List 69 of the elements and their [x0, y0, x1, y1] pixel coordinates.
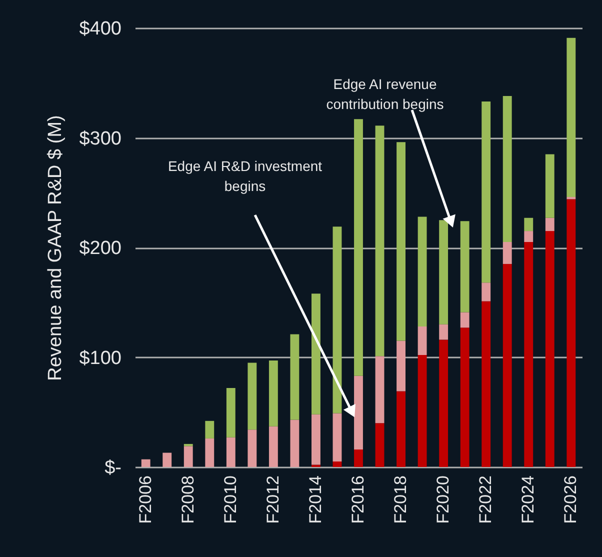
- x-tick-label: F2014: [306, 476, 325, 524]
- x-tick-label: F2008: [178, 476, 198, 524]
- bar: [290, 420, 300, 467]
- bar: [205, 438, 214, 467]
- bar: [396, 142, 406, 341]
- bar: [184, 446, 193, 467]
- bar: [524, 218, 534, 232]
- bar: [460, 221, 470, 312]
- bar: [205, 420, 214, 438]
- x-tick-label: F2022: [476, 476, 496, 524]
- bar: [502, 242, 512, 264]
- bar: [524, 242, 534, 467]
- bar: [545, 218, 554, 232]
- bar: [418, 355, 427, 467]
- bar: [524, 231, 534, 242]
- bar: [184, 444, 193, 446]
- bar: [460, 312, 470, 328]
- bar: [375, 356, 384, 424]
- bar: [332, 462, 342, 467]
- bar: [439, 340, 448, 467]
- x-tick-label: F2024: [518, 476, 538, 524]
- bar: [312, 414, 320, 465]
- bar: [375, 423, 384, 467]
- bar: [162, 452, 172, 467]
- bar: [268, 360, 278, 426]
- bar: [502, 264, 512, 467]
- y-tick-label: $-: [104, 458, 122, 478]
- bar: [226, 437, 236, 467]
- y-tick-label: $300: [79, 128, 122, 150]
- annotation: Edge AI revenue contribution begins: [326, 76, 444, 112]
- bar: [545, 231, 554, 467]
- bar: [418, 326, 427, 356]
- bar: [482, 301, 491, 467]
- bar: [460, 328, 470, 467]
- bar: [354, 376, 363, 450]
- bar: [332, 413, 342, 462]
- x-tick-label: F2018: [391, 476, 410, 524]
- bar: [482, 282, 491, 302]
- bar: [248, 362, 257, 430]
- bar: [290, 334, 300, 420]
- y-tick-label: $100: [79, 348, 122, 369]
- bar: [312, 294, 320, 414]
- bar: [502, 96, 512, 242]
- bar: [566, 199, 576, 467]
- bar: [418, 216, 427, 327]
- bar: [439, 324, 448, 340]
- bar: [226, 388, 236, 438]
- x-tick-label: F2006: [136, 476, 155, 524]
- bar: [396, 340, 406, 392]
- bar: [566, 38, 576, 198]
- x-tick-label: F2020: [434, 476, 453, 524]
- x-tick-label: F2026: [561, 476, 580, 524]
- bar: [141, 459, 150, 467]
- x-tick-label: F2016: [348, 476, 368, 524]
- bar: [268, 426, 278, 467]
- bar: [332, 226, 342, 414]
- x-tick-label: F2012: [263, 476, 282, 524]
- bar: [354, 449, 363, 467]
- bar: [248, 430, 257, 467]
- y-tick-label: $400: [79, 18, 122, 40]
- annotation: Edge AI R&D investment begins: [168, 158, 322, 194]
- bar: [375, 126, 384, 356]
- bar: [396, 391, 406, 467]
- bar: [482, 102, 491, 283]
- x-tick-label: F2010: [220, 476, 240, 524]
- bar: [354, 119, 363, 376]
- y-tick-label: $200: [79, 238, 122, 259]
- y-axis-title: Revenue and GAAP R&D $ (M): [45, 115, 66, 381]
- bar: [545, 154, 554, 218]
